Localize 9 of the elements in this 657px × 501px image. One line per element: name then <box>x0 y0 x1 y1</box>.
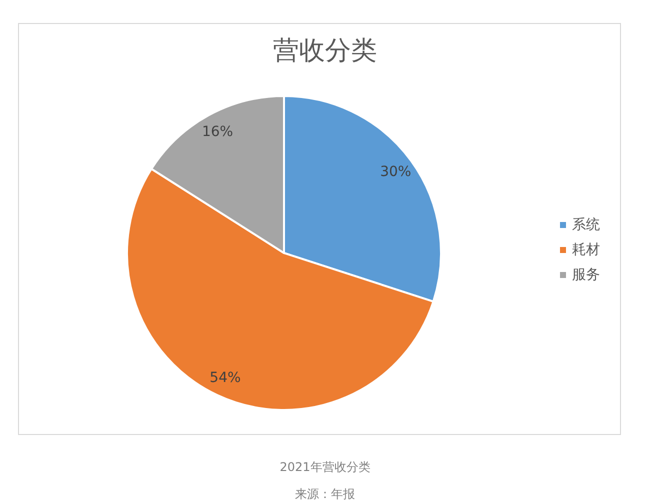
legend-label: 耗材 <box>572 242 600 258</box>
source-note: 来源：年报 <box>295 487 355 501</box>
data-label: 16% <box>202 124 234 140</box>
data-label: 54% <box>210 370 241 386</box>
chart-title: 营收分类 <box>273 36 377 66</box>
text: 2021年营收分类 <box>280 460 370 474</box>
legend-label: 系统 <box>572 217 600 233</box>
legend-label: 服务 <box>572 267 600 283</box>
data-label: 30% <box>380 164 412 180</box>
